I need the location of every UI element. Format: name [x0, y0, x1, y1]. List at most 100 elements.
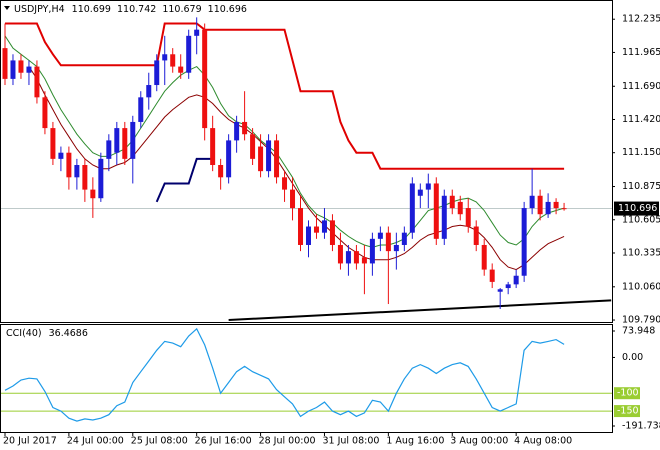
x-tick-label: 4 Aug 08:00: [514, 436, 572, 447]
cci-line: [4, 327, 565, 422]
candle-body: [337, 244, 343, 264]
candle-body: [58, 152, 64, 159]
candle-body: [417, 189, 423, 196]
candle-body: [441, 195, 447, 239]
high-value: 110.742: [117, 4, 156, 15]
indicator-line: [155, 157, 213, 203]
y-tick-label: 73.948: [622, 326, 655, 337]
candle-body: [305, 226, 311, 245]
candle-body: [465, 208, 471, 227]
x-tick-label: 28 Jul 00:00: [259, 436, 316, 447]
candle-body: [10, 60, 16, 79]
level-label: -100: [617, 388, 639, 399]
candle-body: [473, 226, 479, 245]
candle-body: [353, 251, 359, 264]
price-tag-label: 110.696: [618, 203, 657, 214]
candle-body: [266, 140, 272, 172]
x-tick-label: 25 Jul 08:00: [131, 436, 188, 447]
y-tick-label: 112.235: [622, 14, 660, 25]
candle-body: [401, 232, 407, 245]
candle-body: [74, 165, 80, 178]
level-tag: [614, 387, 640, 400]
candle-body: [377, 232, 383, 239]
candle-body: [242, 121, 248, 135]
candle-body: [521, 208, 527, 276]
x-tick-label: 3 Aug 00:00: [450, 436, 508, 447]
y-tick-label: 110.605: [622, 214, 660, 225]
candle-body: [329, 220, 335, 245]
x-tick-label: 31 Jul 08:00: [322, 436, 379, 447]
x-tick-label: 1 Aug 16:00: [386, 436, 444, 447]
candle-body: [361, 257, 367, 264]
candle-body: [26, 66, 32, 73]
candle-body: [234, 121, 240, 141]
symbol: USDJPY,H4: [14, 4, 65, 15]
candle-body: [178, 66, 184, 73]
candle-body: [34, 66, 40, 98]
y-tick-label: 111.420: [622, 114, 660, 125]
candle-body: [82, 165, 88, 190]
candle-body: [489, 269, 495, 282]
candle-body: [481, 244, 487, 270]
trend-line: [228, 299, 612, 322]
open-value: 110.699: [72, 4, 111, 15]
candle-body: [529, 195, 535, 209]
menu-arrow[interactable]: [4, 6, 10, 10]
x-tick-label: 20 Jul 2017: [3, 436, 57, 447]
y-tick-label: 109.790: [622, 315, 660, 326]
cci-title: CCI(40) 36.4686: [6, 328, 88, 339]
candle-body: [186, 35, 192, 73]
main-panel: [0, 0, 613, 323]
x-tick-label: 26 Jul 16:00: [195, 436, 252, 447]
candle-body: [226, 140, 232, 178]
candle-body: [505, 284, 511, 289]
candle-body: [66, 152, 72, 178]
candle-body: [449, 195, 455, 209]
candle-body: [202, 29, 208, 129]
candle-body: [130, 121, 136, 159]
candle-body: [433, 183, 439, 239]
main-plot: [1, 17, 612, 322]
candle-body: [250, 134, 256, 159]
candle-body: [553, 201, 559, 209]
cci-value: 36.4686: [49, 328, 88, 339]
candle-body: [18, 60, 24, 73]
y-tick-label: 111.150: [622, 147, 660, 158]
candle-body: [409, 183, 415, 233]
candle-body: [98, 158, 104, 199]
y-tick-label: 110.335: [622, 247, 660, 258]
candle-body: [50, 128, 56, 159]
candle-body: [369, 238, 375, 264]
candle-body: [425, 183, 431, 190]
candle-body: [393, 244, 399, 252]
candle-body: [385, 232, 391, 252]
x-tick-label: 24 Jul 00:00: [67, 436, 124, 447]
y-tick-label: 111.690: [622, 81, 660, 92]
chart-title: USDJPY,H4 110.699 110.742 110.679 110.69…: [14, 4, 247, 15]
y-tick-label: 110.060: [622, 281, 660, 292]
candle-body: [561, 208, 567, 210]
candle-body: [321, 220, 327, 233]
cci-panel: [0, 324, 613, 433]
level-tag: [614, 405, 640, 418]
candle-body: [138, 97, 144, 122]
candle-body: [106, 140, 112, 159]
candle-body: [290, 189, 296, 209]
candle-body: [537, 195, 543, 215]
y-tick-label: -191.7381: [622, 421, 660, 432]
candle-body: [194, 29, 200, 36]
y-tick-label: 0.00: [622, 352, 643, 363]
candle-body: [345, 251, 351, 264]
candle-body: [210, 128, 216, 166]
candle-body: [146, 85, 152, 98]
candle-body: [298, 208, 304, 245]
candle-body: [90, 189, 96, 199]
indicator-line: [4, 35, 565, 248]
candle-body: [513, 275, 519, 285]
price-tag: [614, 201, 659, 216]
candle-body: [162, 54, 168, 61]
cci-name: CCI(40): [6, 328, 42, 339]
candle-body: [545, 201, 551, 215]
